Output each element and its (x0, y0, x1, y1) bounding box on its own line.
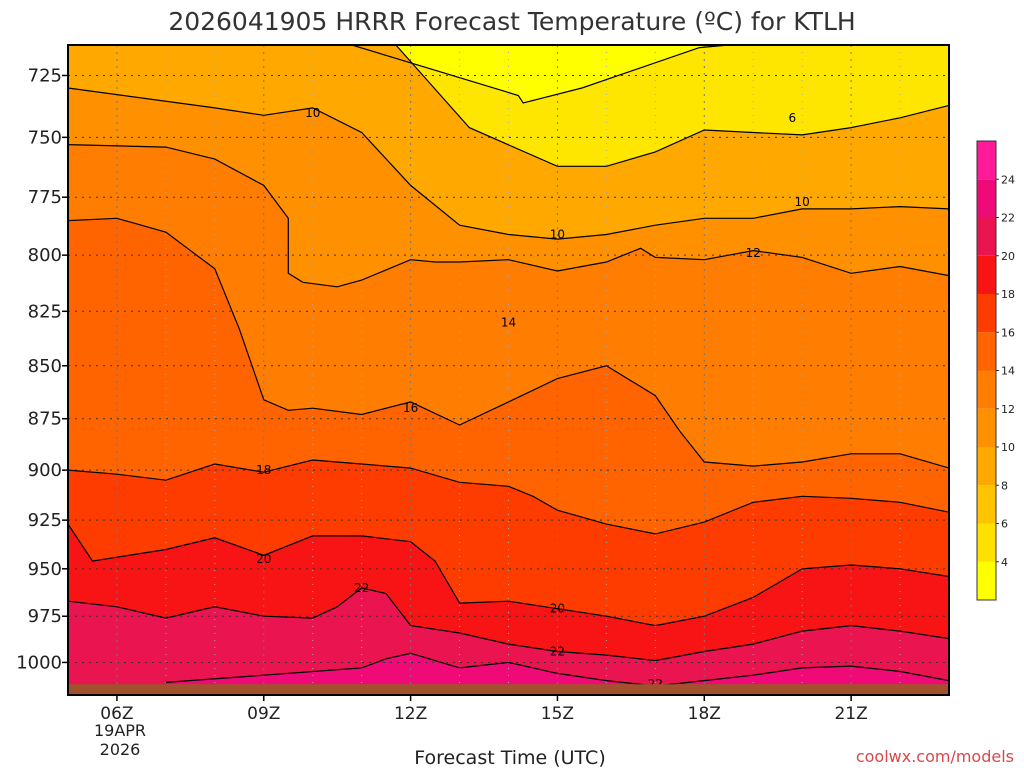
colorbar-label-18: 18 (1001, 288, 1015, 301)
colorbar-label-24: 24 (1001, 173, 1015, 186)
contour-line-16 (67, 459, 950, 535)
y-tick-label-800: 800 (28, 245, 62, 266)
plot-frame (67, 44, 950, 696)
colorbar-segment-20 (977, 217, 996, 256)
colorbar-segment-24 (977, 141, 996, 180)
colorbar-segment-6 (977, 485, 996, 524)
contour-line-8 (395, 44, 950, 167)
colorbar-segment-16 (977, 294, 996, 333)
y-tick-label-825: 825 (28, 301, 62, 322)
colorbar-label-6: 6 (1001, 518, 1008, 531)
colorbar-label-8: 8 (1001, 479, 1008, 492)
contour-label-18-0: 18 (256, 463, 271, 477)
colorbar-label-20: 20 (1001, 250, 1015, 263)
contour-line-14 (67, 217, 950, 469)
x-tick-label-12Z: 12Z (394, 704, 427, 724)
contour-label-10-0: 10 (305, 106, 320, 120)
y-tick-label-975: 975 (28, 606, 62, 627)
colorbar-label-14: 14 (1001, 365, 1015, 378)
x-axis: 06Z 09Z 12Z 15Z 18Z 21Z (100, 695, 868, 724)
temperature-fill-layer (68, 45, 949, 696)
y-tick-label-775: 775 (28, 187, 62, 208)
contour-label-20-0: 20 (256, 552, 271, 566)
contour-label-16-0: 16 (403, 401, 418, 415)
fill-band-below-6 (307, 45, 949, 103)
y-tick-label-1000: 1000 (16, 652, 62, 673)
date-label-day: 19APR (94, 721, 146, 740)
x-axis-title: Forecast Time (UTC) (414, 747, 605, 768)
contour-label-12-0: 12 (746, 246, 761, 260)
colorbar-label-16: 16 (1001, 326, 1015, 339)
x-tick-label-18Z: 18Z (688, 704, 721, 724)
fill-band-20 (68, 587, 949, 695)
contour-label-22-1: 22 (550, 644, 565, 658)
contour-labels: 6101010121416182020222222 (256, 106, 810, 691)
y-tick-label-725: 725 (28, 65, 62, 86)
colorbar-segment-12 (977, 370, 996, 409)
y-tick-label-750: 750 (28, 127, 62, 148)
y-tick-label-850: 850 (28, 356, 62, 377)
colorbar-label-10: 10 (1001, 441, 1015, 454)
contour-line-10 (67, 87, 950, 240)
colorbar-segment-10 (977, 408, 996, 447)
x-tick-label-21Z: 21Z (834, 704, 867, 724)
contour-label-20-1: 20 (550, 602, 565, 616)
colorbar-segment-8 (977, 447, 996, 486)
contour-label-14-0: 14 (501, 315, 516, 329)
contour-line-20 (67, 587, 950, 662)
contour-line-22 (165, 652, 950, 687)
contour-line-12 (67, 144, 950, 288)
contour-label-10-2: 10 (795, 195, 810, 209)
contour-label-10-1: 10 (550, 227, 565, 241)
date-label-year: 2026 (100, 740, 141, 759)
contour-label-22-0: 22 (354, 581, 369, 595)
colorbar-segment-18 (977, 255, 996, 294)
chart-title: 2026041905 HRRR Forecast Temperature (ºC… (168, 7, 855, 36)
colorbar-segment-14 (977, 332, 996, 371)
colorbar-segment-2 (977, 561, 996, 600)
ground-layer (68, 684, 949, 695)
colorbar-segment-4 (977, 523, 996, 562)
colorbar: 4 6 8 10 12 14 16 18 20 22 24 (976, 140, 1015, 601)
contour-lines (67, 44, 950, 687)
colorbar-segment-22 (977, 179, 996, 218)
x-tick-label-09Z: 09Z (247, 704, 280, 724)
plot-area: 6101010121416182020222222 (67, 44, 950, 696)
colorbar-label-4: 4 (1001, 556, 1008, 569)
y-tick-label-875: 875 (28, 409, 62, 430)
x-tick-label-15Z: 15Z (541, 704, 574, 724)
y-tick-label-950: 950 (28, 559, 62, 580)
contour-label-6-0: 6 (789, 111, 797, 125)
contour-line-18 (67, 523, 950, 627)
x-tick-label-06Z: 06Z (100, 704, 133, 724)
y-tick-label-900: 900 (28, 460, 62, 481)
colorbar-label-12: 12 (1001, 403, 1015, 416)
y-axis: 725 750 775 800 825 850 875 900 925 950 975 1000 (16, 65, 68, 673)
y-tick-label-925: 925 (28, 510, 62, 531)
colorbar-label-22: 22 (1001, 212, 1015, 225)
credit-text: coolwx.com/models (856, 747, 1014, 766)
